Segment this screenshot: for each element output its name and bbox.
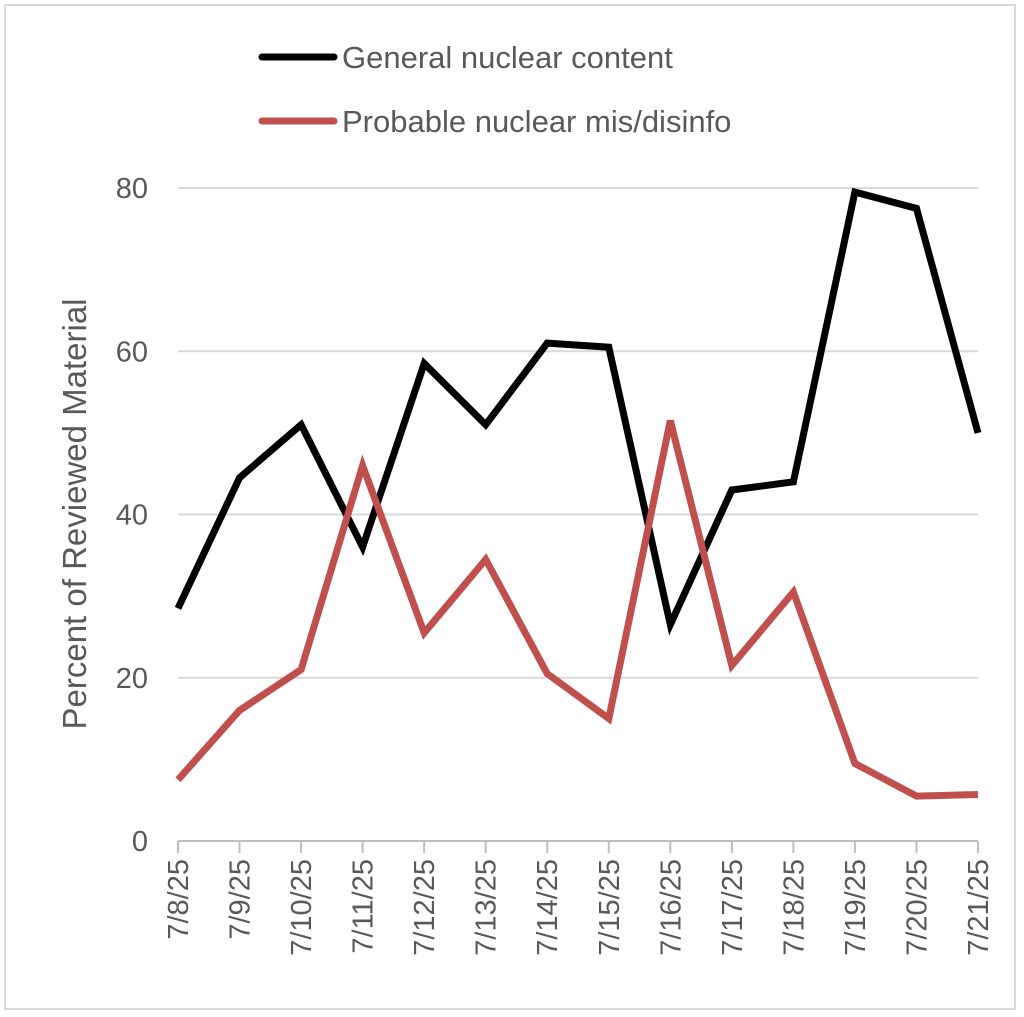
x-tick-label: 7/20/25 <box>901 859 933 956</box>
legend-label-1: General nuclear content <box>342 40 673 75</box>
y-tick-label: 60 <box>116 336 148 368</box>
x-tick-label: 7/18/25 <box>778 859 810 956</box>
chart-frame <box>4 4 1016 1010</box>
x-tick-label: 7/10/25 <box>286 859 318 956</box>
series-lines <box>174 187 982 800</box>
legend: General nuclear content Probable nuclear … <box>258 40 731 139</box>
gridlines <box>178 187 978 679</box>
y-axis-title: Percent of Reviewed Material <box>56 298 93 729</box>
x-tick-label: 7/14/25 <box>532 859 564 956</box>
x-tick-label: 7/9/25 <box>225 859 257 940</box>
y-tick-label: 20 <box>116 663 148 695</box>
y-tick-label: 0 <box>132 826 148 858</box>
y-axis-ticks: 0 20 40 60 80 <box>116 173 148 858</box>
x-tick-label: 7/13/25 <box>471 859 503 956</box>
series-line-2 <box>175 419 979 800</box>
x-tick-label: 7/11/25 <box>348 859 380 954</box>
x-tick-label: 7/19/25 <box>840 859 872 956</box>
x-tick-label: 7/21/25 <box>963 859 995 956</box>
legend-label-2: Probable nuclear mis/disinfo <box>342 104 731 139</box>
x-axis <box>177 840 979 853</box>
x-tick-label: 7/17/25 <box>717 859 749 956</box>
y-tick-label: 40 <box>116 500 148 532</box>
x-axis-ticks: 7/8/25 7/9/25 7/10/25 7/11/25 7/12/25 7/13/25… <box>163 859 995 956</box>
x-tick-label: 7/15/25 <box>594 859 626 956</box>
x-tick-label: 7/12/25 <box>409 859 441 956</box>
series-line-1 <box>174 187 982 636</box>
y-tick-label: 80 <box>116 173 148 205</box>
x-tick-label: 7/8/25 <box>163 859 195 940</box>
x-tick-label: 7/16/25 <box>655 859 687 956</box>
